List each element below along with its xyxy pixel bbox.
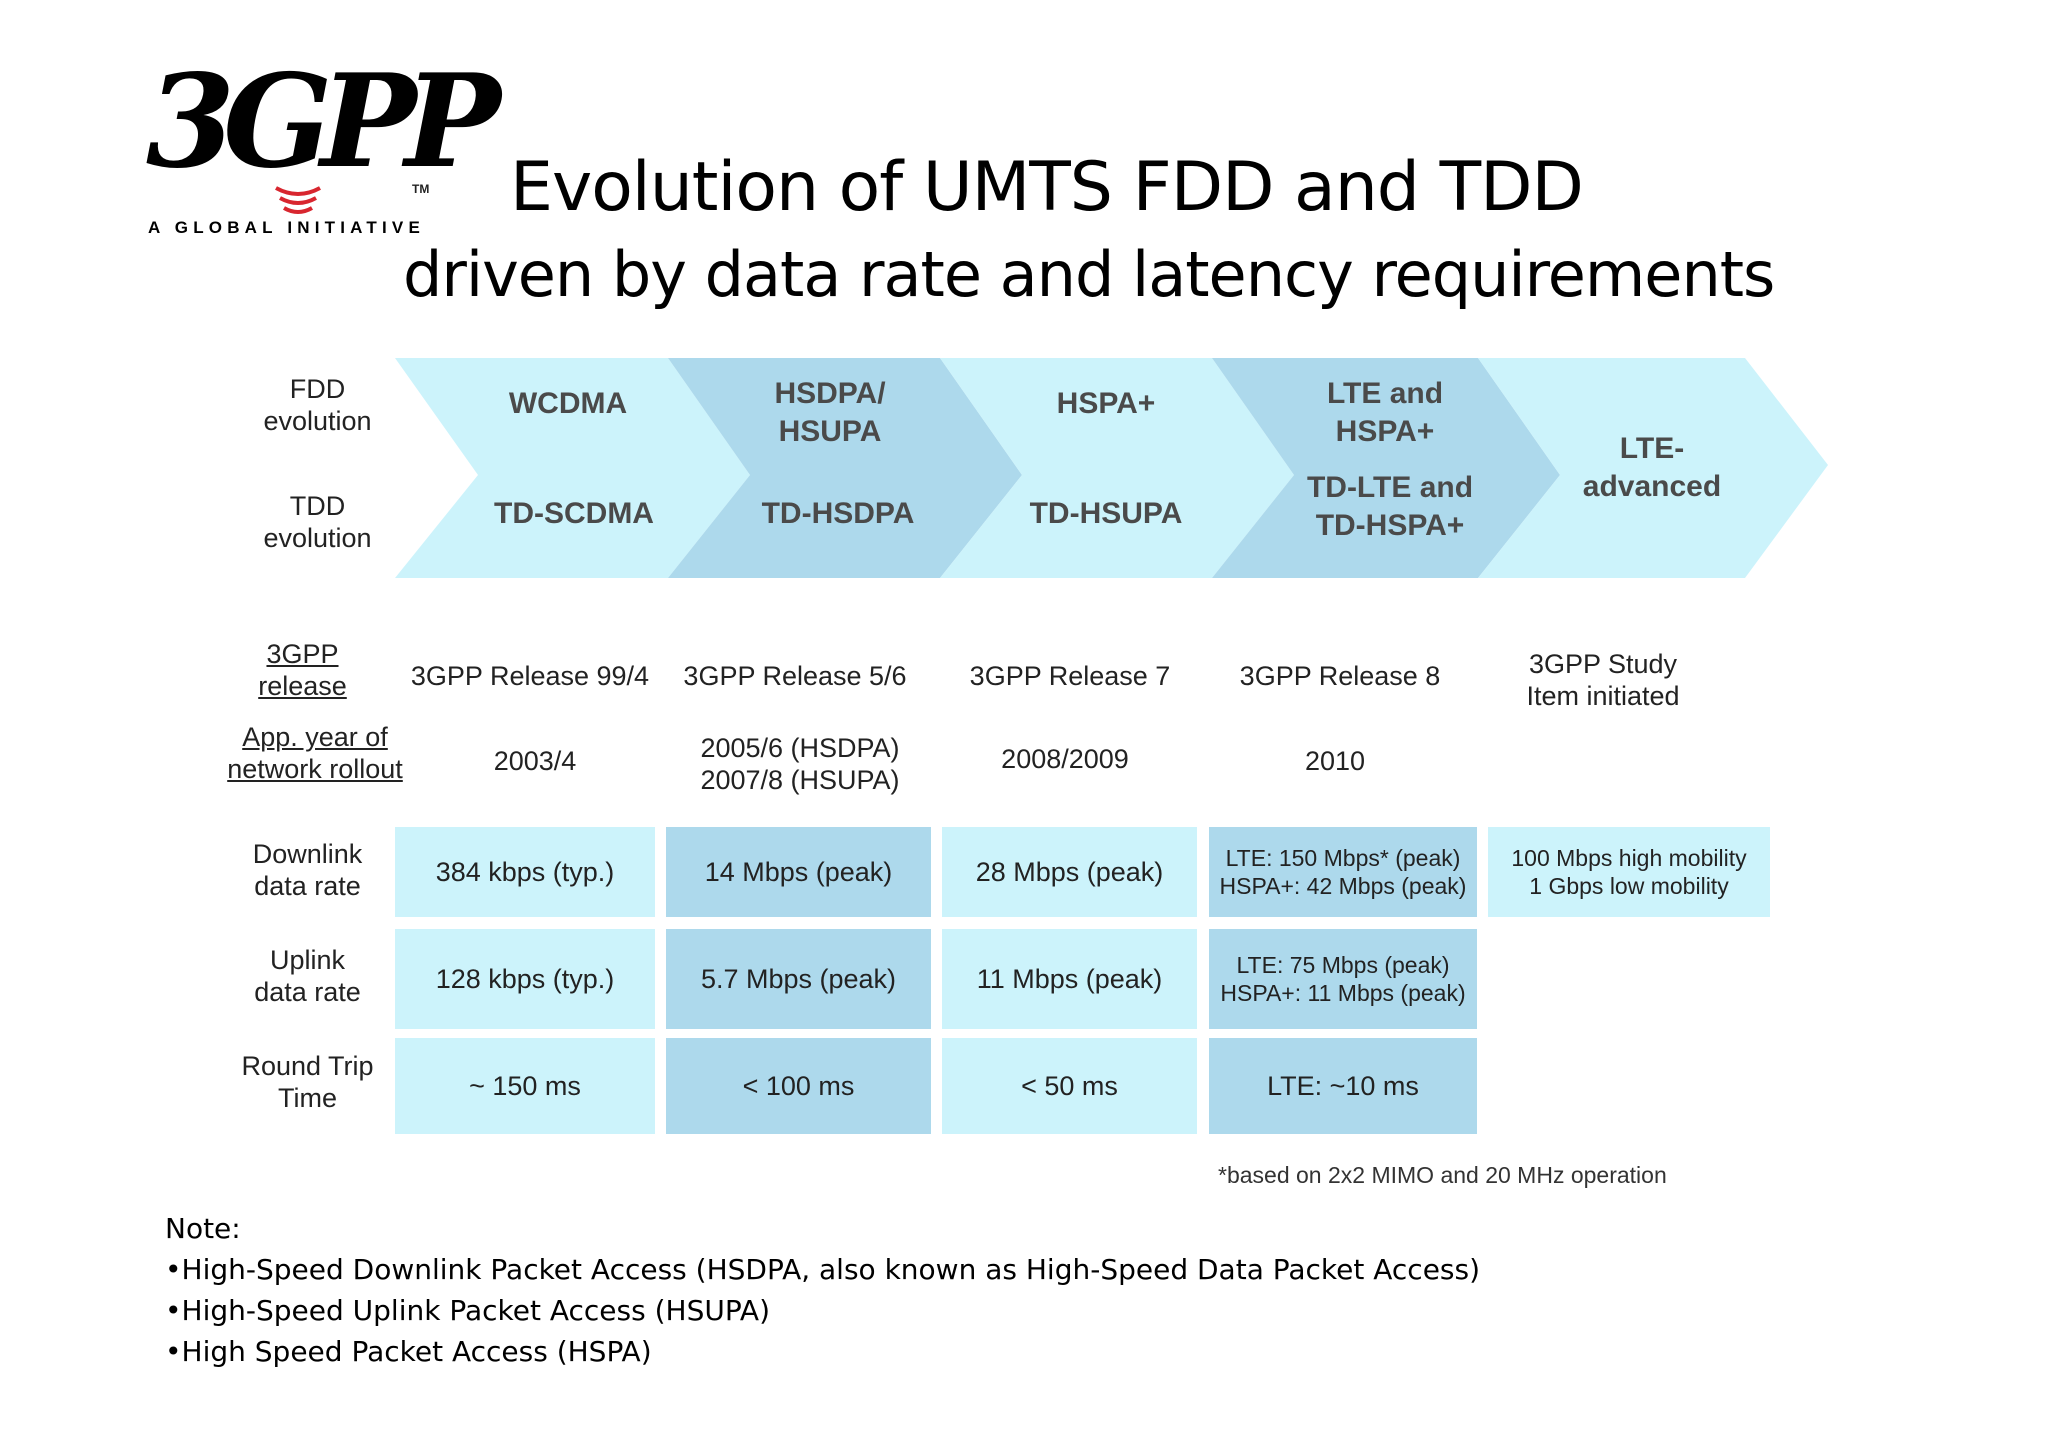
- note-item: •High-Speed Downlink Packet Access (HSDP…: [165, 1253, 1481, 1286]
- row-label-rollout: App. year of network rollout: [227, 722, 403, 784]
- row-label-release: 3GPP release: [258, 639, 347, 701]
- stage-2-fdd: HSDPA/ HSUPA: [774, 377, 886, 448]
- rtt-stage-3: < 50 ms: [942, 1038, 1197, 1134]
- logo-trademark: TM: [412, 182, 430, 196]
- downlink-stage-1: 384 kbps (typ.): [395, 827, 655, 917]
- note-item: •High-Speed Uplink Packet Access (HSUPA): [165, 1294, 771, 1327]
- downlink-stage-5: 100 Mbps high mobility 1 Gbps low mobili…: [1488, 827, 1770, 917]
- notes-heading: Note:: [165, 1212, 241, 1245]
- downlink-stage-3: 28 Mbps (peak): [942, 827, 1197, 917]
- uplink-stage-1: 128 kbps (typ.): [395, 929, 655, 1029]
- slide-title: Evolution of UMTS FDD and TDD: [510, 148, 1584, 227]
- row-label-uplink: Uplink data rate: [254, 945, 361, 1007]
- evolution-chevrons: [395, 358, 1828, 578]
- footnote: *based on 2x2 MIMO and 20 MHz operation: [1218, 1162, 1667, 1188]
- rtt-stage-2: < 100 ms: [666, 1038, 931, 1134]
- uplink-stage-2: 5.7 Mbps (peak): [666, 929, 931, 1029]
- stage-1-tdd: TD-SCDMA: [494, 497, 654, 530]
- stage-4-tdd: TD-LTE and TD-HSPA+: [1306, 471, 1474, 542]
- release-stage-5: 3GPP Study Item initiated: [1526, 649, 1680, 711]
- downlink-stage-2: 14 Mbps (peak): [666, 827, 931, 917]
- row-label-tdd: TDD evolution: [263, 491, 372, 553]
- stage-5-combined: LTE- advanced: [1582, 432, 1722, 503]
- rollout-stage-4: 2010: [1304, 746, 1366, 776]
- rtt-stage-4: LTE: ~10 ms: [1209, 1038, 1477, 1134]
- signal-waves-icon: [275, 186, 321, 214]
- chevron-stage-3: [940, 358, 1294, 578]
- stage-4-fdd: LTE and HSPA+: [1326, 377, 1444, 448]
- rtt-stage-1: ~ 150 ms: [395, 1038, 655, 1134]
- row-label-rtt: Round Trip Time: [241, 1051, 374, 1113]
- chevron-stage-4: [1212, 358, 1560, 578]
- chevron-stage-5: [1478, 358, 1828, 578]
- release-stage-4: 3GPP Release 8: [1239, 661, 1441, 691]
- rollout-stage-1: 2003/4: [493, 746, 577, 776]
- chevron-stage-1: [395, 358, 750, 578]
- release-stage-2: 3GPP Release 5/6: [683, 661, 907, 691]
- logo-tagline: A GLOBAL INITIATIVE: [148, 218, 425, 237]
- rollout-stage-3: 2008/2009: [1001, 744, 1129, 774]
- notes-block: Note: •High-Speed Downlink Packet Access…: [165, 1208, 1480, 1372]
- uplink-stage-4: LTE: 75 Mbps (peak) HSPA+: 11 Mbps (peak…: [1209, 929, 1477, 1029]
- row-label-fdd: FDD evolution: [263, 374, 372, 436]
- stage-1-fdd: WCDMA: [508, 387, 628, 420]
- stage-3-fdd: HSPA+: [1056, 387, 1156, 420]
- note-item: •High Speed Packet Access (HSPA): [165, 1335, 652, 1368]
- row-label-downlink: Downlink data rate: [252, 839, 363, 901]
- release-stage-3: 3GPP Release 7: [969, 661, 1171, 691]
- stage-3-tdd: TD-HSUPA: [1029, 497, 1183, 530]
- rollout-stage-2: 2005/6 (HSDPA) 2007/8 (HSUPA): [700, 733, 900, 795]
- downlink-stage-4: LTE: 150 Mbps* (peak) HSPA+: 42 Mbps (pe…: [1209, 827, 1477, 917]
- 3gpp-logo: 3GPP TM A GLOBAL INITIATIVE: [140, 58, 501, 248]
- release-stage-1: 3GPP Release 99/4: [410, 661, 650, 691]
- uplink-stage-3: 11 Mbps (peak): [942, 929, 1197, 1029]
- slide-subtitle: driven by data rate and latency requirem…: [403, 238, 1775, 311]
- chevron-stage-2: [668, 358, 1022, 578]
- logo-mark: 3GPP: [146, 47, 501, 197]
- stage-2-tdd: TD-HSDPA: [761, 497, 915, 530]
